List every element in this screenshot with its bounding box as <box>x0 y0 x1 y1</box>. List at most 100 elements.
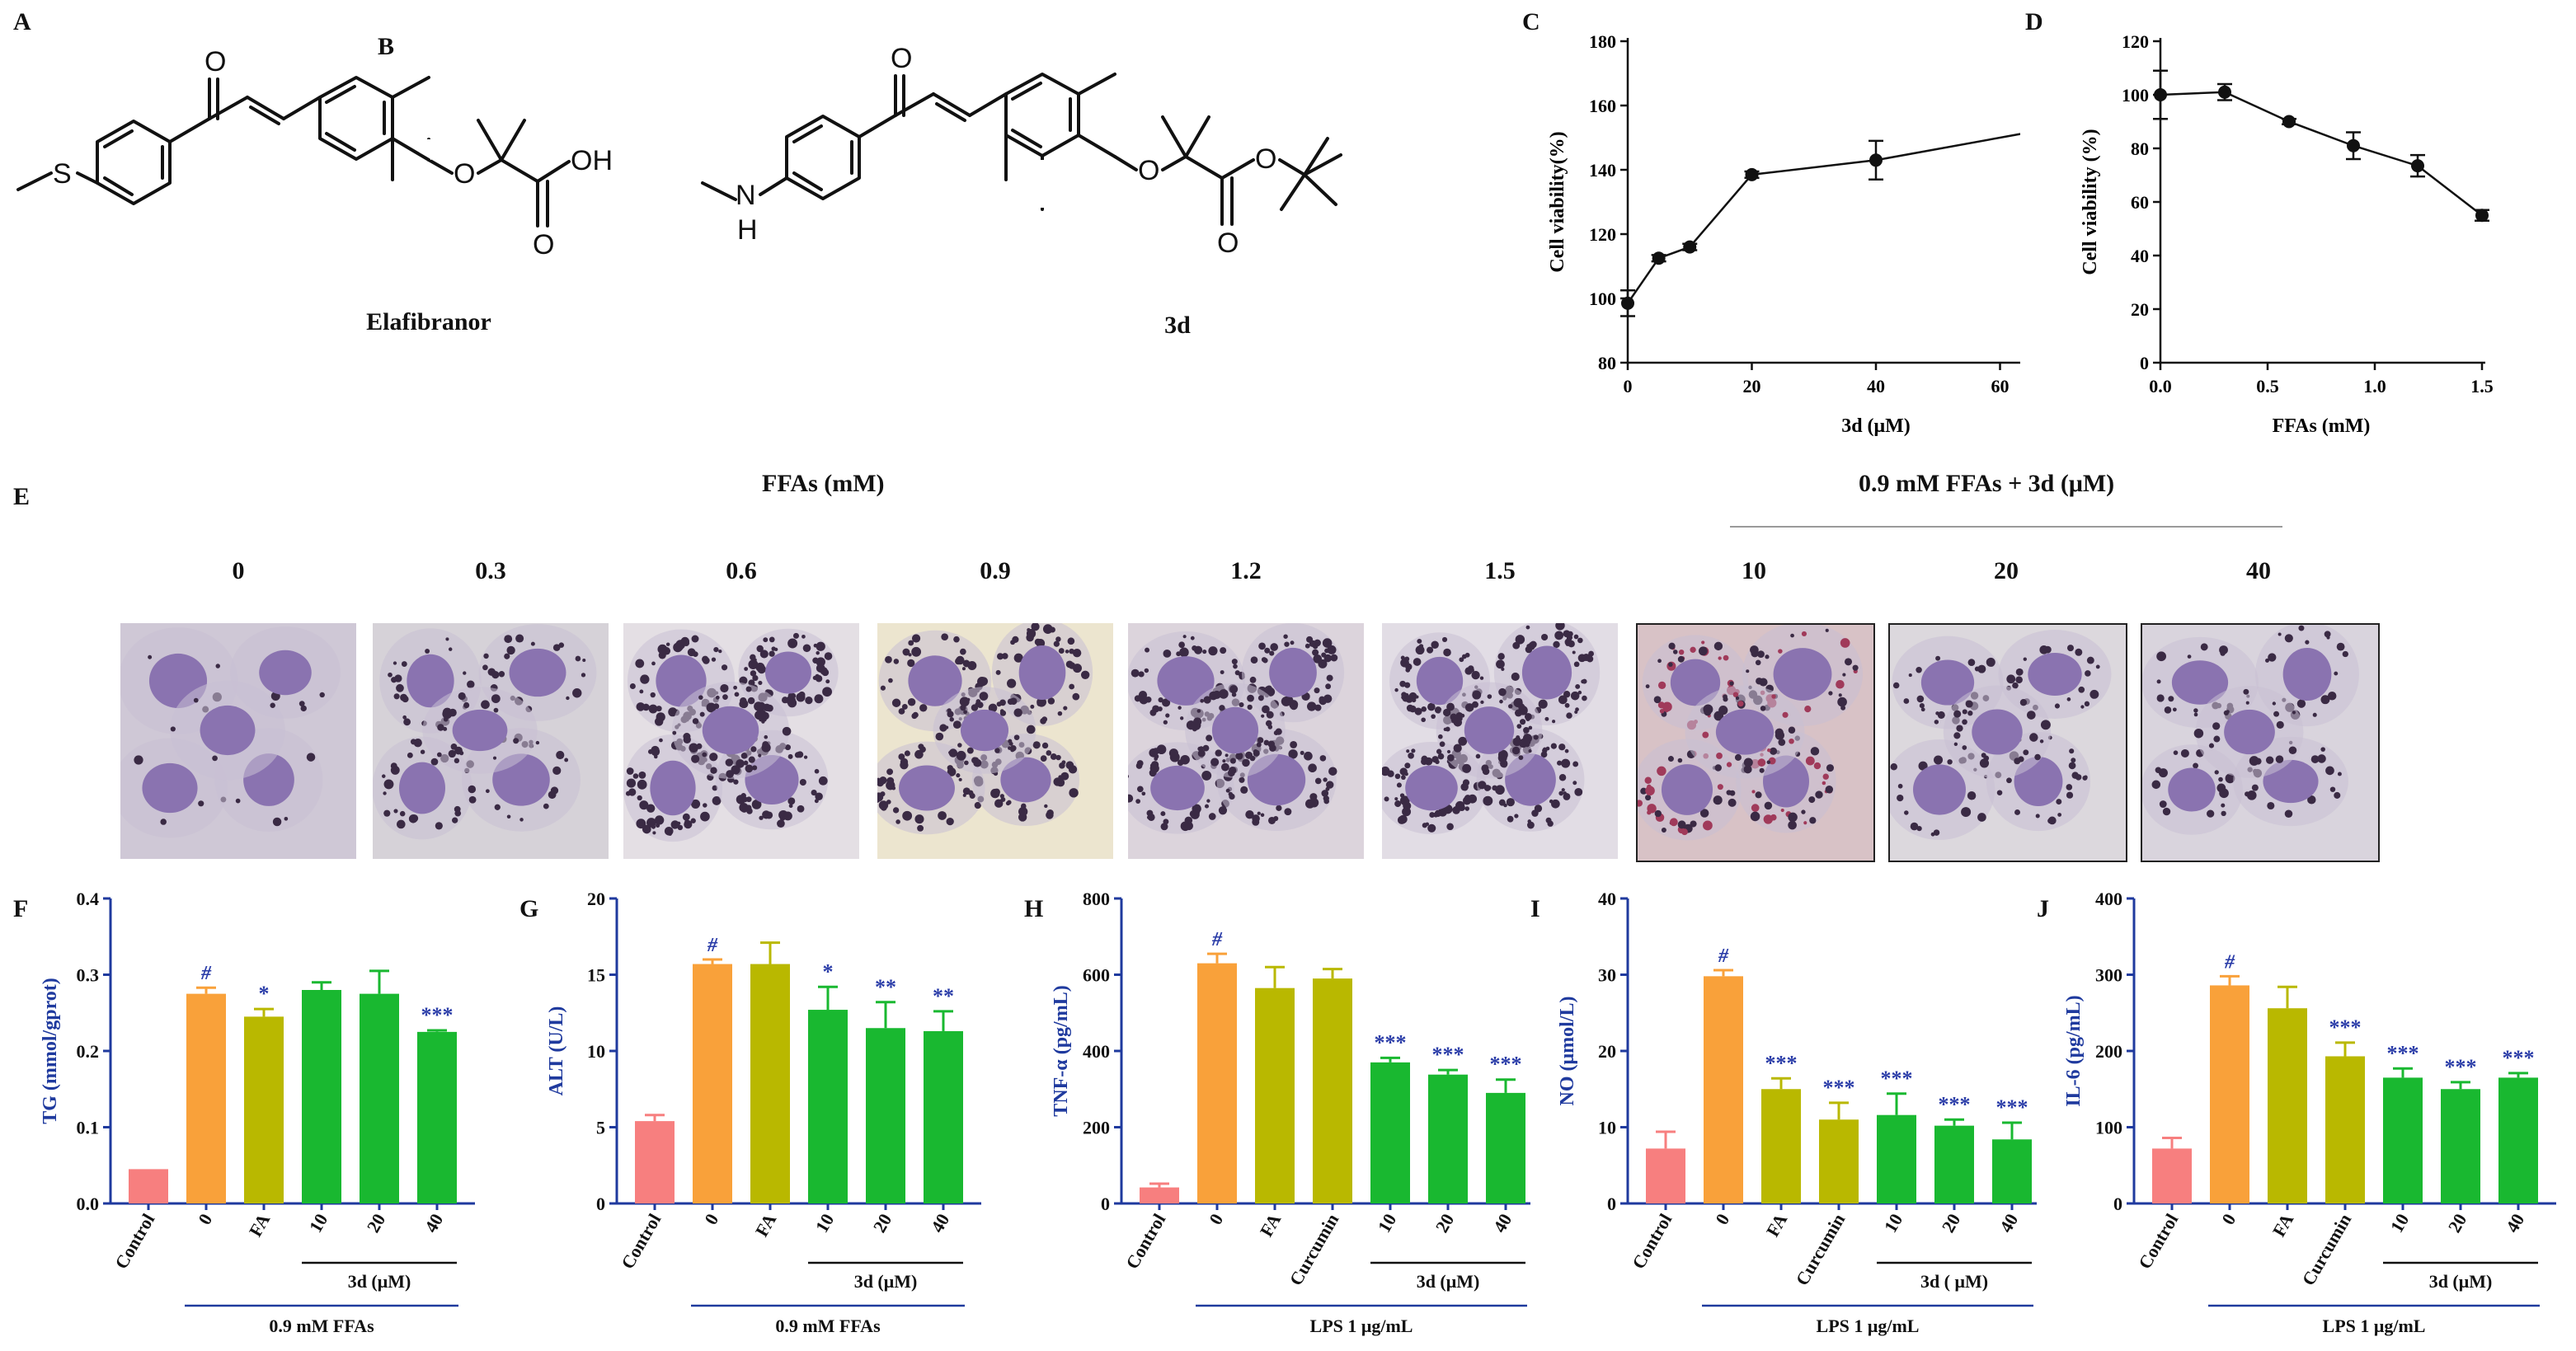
lipid-droplet <box>692 718 699 725</box>
nucleus <box>650 760 696 816</box>
significance-mark: # <box>707 935 718 956</box>
micrograph <box>2141 623 2380 862</box>
lipid-droplet <box>825 679 830 684</box>
lipid-droplet <box>454 758 460 764</box>
lipid-droplet <box>1326 781 1334 789</box>
lipid-droplet <box>956 750 966 761</box>
lipid-droplet <box>1269 650 1275 656</box>
lipid-droplet <box>672 730 677 735</box>
lipid-droplet <box>769 636 775 643</box>
series-line <box>2160 91 2483 217</box>
lipid-droplet <box>1507 815 1514 823</box>
lipid-droplet <box>759 815 764 820</box>
x-tick-label: Control <box>1628 1210 1676 1273</box>
lipid-droplet <box>1058 648 1065 654</box>
lipid-droplet <box>2312 712 2317 717</box>
lipid-droplet <box>1007 678 1017 688</box>
lipid-droplet <box>1424 757 1433 766</box>
lipid-droplet <box>803 755 808 759</box>
lipid-droplet <box>945 725 949 729</box>
lipid-droplet <box>1260 813 1265 818</box>
lipid-droplet <box>1408 752 1414 759</box>
lipid-droplet <box>170 726 176 732</box>
lipid-droplet <box>2069 748 2075 754</box>
lipid-droplet <box>2164 706 2172 714</box>
lipid-droplet <box>1069 648 1074 654</box>
lipid-droplet <box>1281 696 1291 706</box>
lipid-droplet <box>722 694 728 701</box>
micrograph-image <box>120 623 356 859</box>
lipid-droplet <box>1453 744 1462 753</box>
lipid-droplet <box>888 678 893 683</box>
lipid-droplet <box>1464 652 1470 658</box>
lipid-droplet <box>1962 745 1967 750</box>
lipid-droplet <box>2207 809 2215 818</box>
lipid-droplet <box>1570 691 1580 701</box>
lipid-droplet <box>1235 752 1243 760</box>
lipid-droplet <box>1387 770 1394 777</box>
lipid-droplet <box>1400 655 1405 660</box>
micrograph <box>1888 623 2127 862</box>
lipid-droplet <box>1178 706 1182 710</box>
lipid-droplet <box>699 711 705 717</box>
lipid-droplet <box>637 795 642 801</box>
lipid-droplet <box>1644 776 1652 784</box>
lipid-droplet <box>878 800 889 810</box>
x-tick-label: Control <box>2134 1210 2182 1273</box>
lipid-droplet <box>1055 636 1061 642</box>
elafibranor-structure: S O O OH O <box>16 46 613 260</box>
lipid-droplet <box>1668 662 1673 667</box>
lipid-droplet <box>764 734 769 739</box>
atom-o-ether-a: O <box>454 158 475 190</box>
nucleus <box>2171 660 2229 705</box>
lipid-droplet <box>811 790 817 796</box>
lipid-droplet <box>1304 643 1310 649</box>
lipid-droplet <box>1836 679 1845 689</box>
lipid-droplet <box>1815 790 1823 799</box>
lipid-droplet <box>1041 742 1049 749</box>
lipid-droplet <box>498 671 505 678</box>
lipid-droplet <box>1441 636 1448 643</box>
lipid-droplet <box>1553 640 1560 649</box>
lipid-droplet <box>298 701 305 707</box>
lipid-droplet <box>1030 704 1035 709</box>
lipid-droplet <box>891 786 896 790</box>
lipid-droplet <box>1273 816 1279 822</box>
lipid-droplet <box>148 654 153 659</box>
lipid-droplet <box>994 748 1000 753</box>
lipid-droplet <box>1729 681 1734 686</box>
lipid-droplet <box>1967 659 1976 666</box>
x-tick-label: 10 <box>1880 1210 1907 1236</box>
lipid-droplet <box>2342 650 2348 658</box>
lipid-droplet <box>798 691 806 699</box>
lipid-droplet <box>1300 750 1304 755</box>
x-tick-label: 0 <box>1205 1210 1227 1228</box>
lipid-droplet <box>2326 636 2330 640</box>
lipid-droplet <box>160 819 167 825</box>
x-tick-label: 40 <box>2502 1210 2529 1236</box>
lipid-droplet <box>1653 696 1662 704</box>
y-tick-label: 100 <box>2122 85 2149 106</box>
lipid-droplet <box>635 659 645 668</box>
lipid-droplet <box>740 805 749 813</box>
lipid-droplet <box>1564 748 1569 753</box>
lipid-droplet <box>761 720 765 724</box>
x-tick-label: 20 <box>363 1210 390 1236</box>
y-tick-label: 200 <box>1083 1118 1110 1138</box>
micrograph-image <box>1638 625 1873 861</box>
lipid-droplet <box>1496 659 1505 669</box>
micrograph <box>877 623 1113 859</box>
nucleus <box>142 762 198 814</box>
lipid-droplet <box>1572 761 1579 767</box>
lipid-droplet <box>1415 695 1419 699</box>
data-point <box>2411 159 2424 173</box>
lipid-droplet <box>651 745 660 755</box>
lipid-droplet <box>975 699 981 704</box>
micrograph <box>1382 623 1618 859</box>
lipid-droplet <box>1996 790 2003 796</box>
nucleus <box>200 705 256 756</box>
bar <box>2152 1148 2192 1203</box>
lipid-droplet <box>1714 764 1722 772</box>
lipid-droplet <box>1523 727 1530 734</box>
y-axis-label: ALT (U/L) <box>546 1006 567 1096</box>
